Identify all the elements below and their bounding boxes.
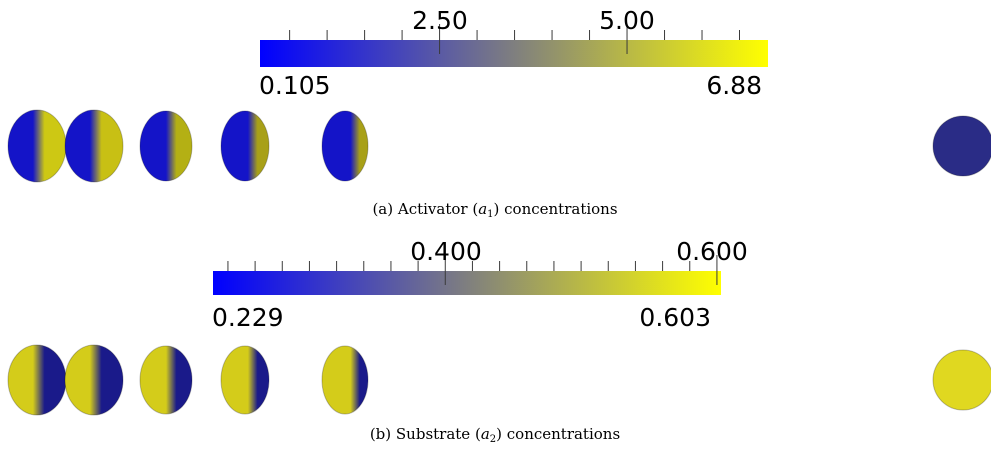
cell-6-outline — [932, 349, 991, 411]
cell-row — [7, 344, 991, 416]
cell-6-outline — [932, 115, 991, 177]
colorbar-min-label: 0.105 — [259, 71, 331, 100]
cell-2 — [65, 110, 123, 182]
cell-1 — [8, 345, 66, 415]
cell-1 — [8, 110, 66, 182]
cell-3-outline — [139, 345, 193, 415]
colorbar-tick-label-2: 5.00 — [599, 6, 655, 35]
cell-row — [7, 109, 991, 183]
colorbar-tick-label-1: 0.400 — [410, 237, 482, 266]
cell-5-outline — [321, 345, 369, 415]
colorbar-ticks — [227, 255, 718, 285]
colorbar-gradient — [260, 40, 768, 67]
cell-5-outline — [321, 110, 369, 182]
colorbar-max-label: 0.603 — [639, 303, 711, 332]
panel-a: 2.50 5.00 0.105 6.88 (a) Activator (a1) … — [0, 0, 991, 230]
colorbar-tick-label-2: 0.600 — [676, 237, 748, 266]
colorbar: 0.400 0.600 0.229 0.603 — [212, 237, 748, 332]
panel-b: 0.400 0.600 0.229 0.603 (b) Substrate (a… — [0, 230, 991, 461]
colorbar: 2.50 5.00 0.105 6.88 — [259, 6, 768, 100]
cell-4 — [221, 346, 269, 414]
colorbar-min-label: 0.229 — [212, 303, 284, 332]
cell-4 — [221, 111, 269, 181]
colorbar-tick-label-1: 2.50 — [412, 6, 468, 35]
cell-4-outline — [220, 345, 270, 415]
cell-3 — [140, 346, 192, 414]
cell-6 — [933, 350, 991, 410]
cell-2-outline — [64, 344, 124, 416]
caption: (b) Substrate (a2) concentrations — [370, 425, 620, 445]
panel-a-canvas: 2.50 5.00 0.105 6.88 (a) Activator (a1) … — [7, 6, 991, 220]
cell-6 — [933, 116, 991, 176]
cell-2-outline — [64, 109, 124, 183]
caption: (a) Activator (a1) concentrations — [372, 200, 617, 220]
cell-3-outline — [139, 110, 193, 182]
colorbar-ticks — [289, 24, 741, 54]
cell-3 — [140, 111, 192, 181]
cell-5 — [322, 111, 368, 181]
cell-5 — [322, 346, 368, 414]
colorbar-gradient — [213, 271, 721, 295]
colorbar-max-label: 6.88 — [706, 71, 762, 100]
cell-2 — [65, 345, 123, 415]
panel-b-canvas: 0.400 0.600 0.229 0.603 (b) Substrate (a… — [7, 237, 991, 445]
cell-4-outline — [220, 110, 270, 182]
